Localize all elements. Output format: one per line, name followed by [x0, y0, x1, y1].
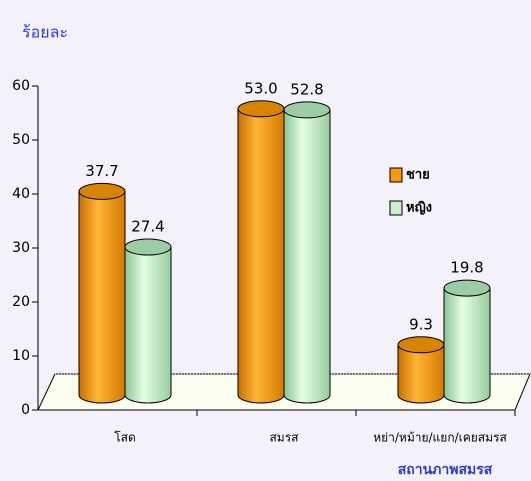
- data-label: 37.7: [85, 162, 118, 180]
- x-tick-label: สมรส: [269, 431, 299, 445]
- data-label: 53.0: [244, 79, 277, 97]
- data-label: 52.8: [290, 80, 323, 98]
- cylinder-top: [283, 101, 331, 119]
- cylinder-top: [397, 336, 445, 354]
- y-tick-label: 50: [12, 132, 30, 148]
- bar: [78, 182, 126, 404]
- y-tick-label: 60: [12, 78, 30, 94]
- cylinder-top: [78, 182, 126, 200]
- x-axis-label: สถานภาพสมรส: [398, 462, 493, 478]
- bar: [443, 279, 491, 404]
- cylinder-body: [397, 344, 445, 404]
- data-label: 9.3: [409, 315, 433, 333]
- bar: [397, 336, 445, 404]
- cylinder-body: [237, 108, 285, 404]
- cylinder-body: [443, 287, 491, 404]
- y-tick-label: 0: [21, 402, 30, 418]
- bar: [237, 100, 285, 404]
- legend-label: หญิง: [406, 201, 432, 216]
- cylinder-body: [283, 109, 331, 404]
- legend-label: ชาย: [406, 168, 430, 183]
- legend-swatch: [389, 167, 403, 183]
- cylinder-top: [237, 100, 285, 118]
- y-axis-label: ร้อยละ: [22, 23, 68, 42]
- y-tick-label: 10: [12, 348, 30, 364]
- data-label: 19.8: [450, 259, 483, 277]
- y-tick-label: 20: [12, 294, 30, 310]
- cylinder-top: [443, 279, 491, 297]
- bar: [283, 101, 331, 404]
- x-tick-label: หย่า/หม้าย/แยก/เคยสมรส: [373, 431, 507, 445]
- y-tick-label: 30: [12, 240, 30, 256]
- x-tick-label: โสด: [114, 431, 136, 445]
- cylinder-top: [124, 238, 172, 256]
- bar: [124, 238, 172, 404]
- cylinder-body: [78, 190, 126, 404]
- data-label: 27.4: [131, 218, 164, 236]
- y-tick-label: 40: [12, 186, 30, 202]
- legend-swatch: [389, 200, 403, 216]
- cylinder-body: [124, 246, 172, 404]
